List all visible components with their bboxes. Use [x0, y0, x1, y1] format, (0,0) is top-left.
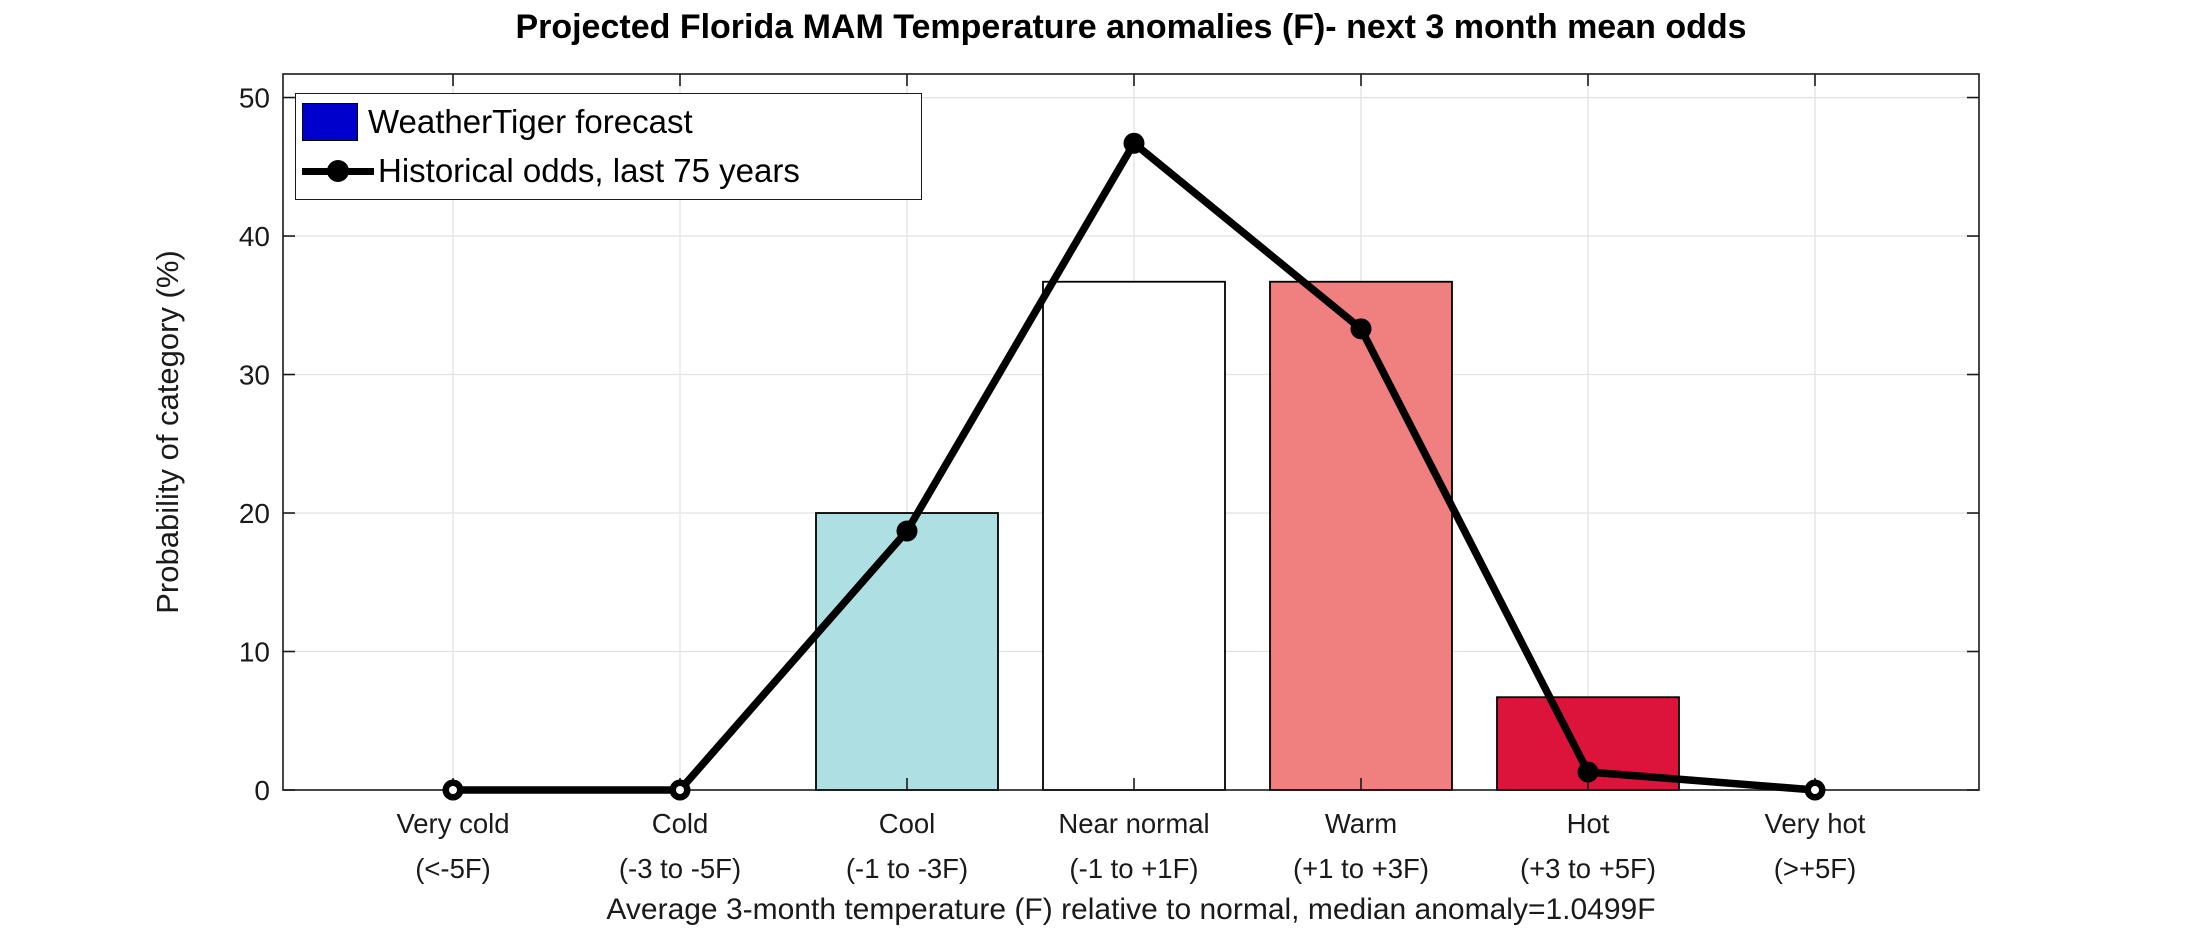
y-tick-label: 20: [239, 498, 270, 529]
historical-marker-center: [1811, 786, 1819, 794]
legend-item-label: WeatherTiger forecast: [368, 103, 693, 141]
y-tick-label: 10: [239, 637, 270, 668]
forecast-bar-warm: [1269, 280, 1453, 791]
x-category-range-label: (-1 to +1F): [1069, 853, 1198, 884]
chart-title: Projected Florida MAM Temperature anomal…: [515, 8, 1747, 46]
y-tick-label: 40: [239, 221, 270, 252]
x-category-range-label: (>+5F): [1774, 853, 1857, 884]
historical-marker: [896, 520, 918, 542]
legend-item-historical: Historical odds, last 75 years: [302, 147, 915, 195]
x-category-range-label: (+3 to +5F): [1520, 853, 1656, 884]
x-category-label: Near normal: [1058, 808, 1209, 839]
historical-marker-center: [676, 786, 684, 794]
x-category-label: Very hot: [1765, 808, 1866, 839]
x-category-label: Hot: [1567, 808, 1610, 839]
x-category-range-label: (-1 to -3F): [846, 853, 968, 884]
x-category-label: Very cold: [396, 808, 509, 839]
historical-marker: [1123, 132, 1145, 154]
y-tick-label: 50: [239, 83, 270, 114]
legend: WeatherTiger forecast Historical odds, l…: [295, 93, 922, 200]
legend-item-forecast: WeatherTiger forecast: [302, 98, 915, 146]
y-tick-label: 30: [239, 360, 270, 391]
x-category-range-label: (-3 to -5F): [619, 853, 741, 884]
historical-marker: [1350, 318, 1372, 340]
x-category-range-label: (<-5F): [415, 853, 491, 884]
plot-box: [282, 73, 1980, 791]
x-axis-label: Average 3-month temperature (F) relative…: [606, 893, 1656, 926]
x-category-label: Warm: [1325, 808, 1397, 839]
legend-line-marker-icon: [302, 152, 374, 190]
y-tick-label: 0: [254, 775, 270, 806]
x-category-label: Cool: [879, 808, 936, 839]
forecast-bar-cool: [815, 512, 999, 791]
y-axis-label: Probability of category (%): [150, 250, 185, 614]
legend-bar-swatch-icon: [302, 103, 358, 142]
x-category-label: Cold: [652, 808, 709, 839]
historical-marker-center: [449, 786, 457, 794]
legend-item-label: Historical odds, last 75 years: [378, 151, 800, 189]
forecast-bar-near-normal: [1042, 280, 1226, 791]
historical-marker: [1577, 761, 1599, 783]
x-category-range-label: (+1 to +3F): [1293, 853, 1429, 884]
